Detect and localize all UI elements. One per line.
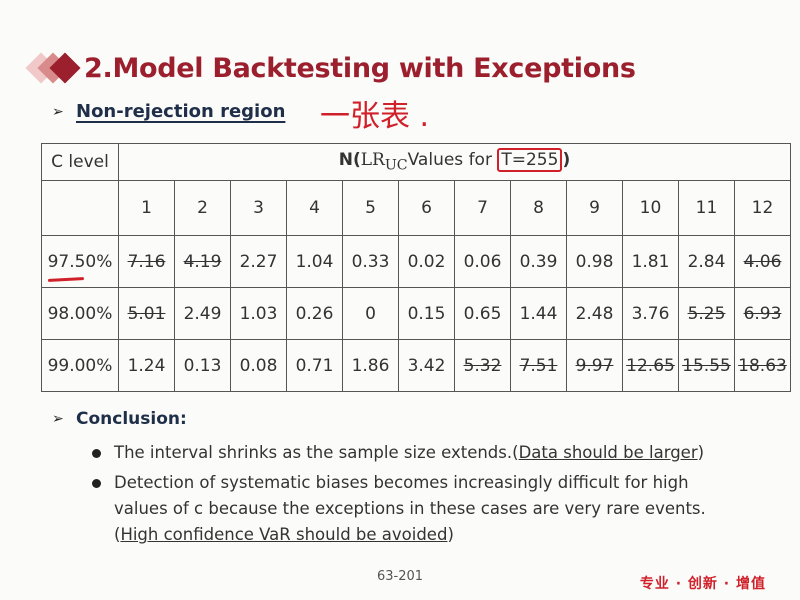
column-number: 10 (622, 180, 679, 236)
column-number: 5 (342, 180, 399, 236)
conclusion-heading: ➢ Conclusion: (52, 409, 187, 429)
table-cell: 4.19 (174, 235, 231, 288)
clevel-label: 97.50% (41, 235, 119, 288)
slide-title: 2.Model Backtesting with Exceptions (84, 52, 636, 84)
clevel-header: C level (41, 143, 119, 181)
table-row: 97.50% 7.16 4.19 2.27 1.04 0.33 0.02 0.06 0.39 0.… (41, 235, 791, 288)
table-cell: 1.86 (342, 339, 399, 392)
table-cell: 1.04 (286, 235, 343, 288)
table-cell: 3.42 (398, 339, 455, 392)
conclusion-item: Detection of systematic biases becomes i… (92, 470, 732, 548)
table-cell: 5.01 (118, 287, 175, 340)
table-cell: 4.06 (734, 235, 791, 288)
column-number: 1 (118, 180, 175, 236)
subheading-text: Non-rejection region (76, 101, 286, 122)
page-number: 63-201 (376, 569, 424, 584)
clevel-label: 99.00% (41, 339, 119, 392)
table-cell: 0.08 (230, 339, 287, 392)
title-diamond-icon (25, 46, 82, 90)
table-cell: 7.16 (118, 235, 175, 288)
table-cell: 0 (342, 287, 399, 340)
slide-title-block: 2.Model Backtesting with Exceptions (25, 46, 636, 90)
table-cell: 1.24 (118, 339, 175, 392)
column-number-row: 1 2 3 4 5 6 7 8 9 10 11 12 (41, 180, 791, 236)
column-number: 8 (510, 180, 567, 236)
handwritten-annotation: 一张表 . (320, 99, 429, 134)
table-cell: 0.06 (454, 235, 511, 288)
table-cell: 7.51 (510, 339, 567, 392)
table-cell: 0.98 (566, 235, 623, 288)
table-cell: 0.15 (398, 287, 455, 340)
table-cell: 3.76 (622, 287, 679, 340)
clevel-label: 98.00% (41, 287, 119, 340)
table-cell: 0.39 (510, 235, 567, 288)
arrow-bullet-icon: ➢ (52, 103, 64, 120)
bullet-dot-icon (92, 449, 101, 458)
column-number: 12 (734, 180, 791, 236)
column-number: 3 (230, 180, 287, 236)
conclusion-list: The interval shrinks as the sample size … (92, 440, 732, 552)
conclusion-item: The interval shrinks as the sample size … (92, 440, 732, 466)
table-cell: 15.55 (678, 339, 735, 392)
column-number: 6 (398, 180, 455, 236)
table-cell: 5.25 (678, 287, 735, 340)
handwritten-underline-mark (47, 277, 85, 282)
table-cell: 1.44 (510, 287, 567, 340)
table-cell: 6.93 (734, 287, 791, 340)
table-cell: 1.03 (230, 287, 287, 340)
subheading: ➢ Non-rejection region (52, 101, 285, 122)
brand-slogan: 专业 · 创新 · 增值 (639, 576, 766, 592)
table-row: 98.00% 5.01 2.49 1.03 0.26 0 0.15 0.65 1.44 2.48 3… (41, 287, 791, 340)
table-cell: 0.33 (342, 235, 399, 288)
table-cell: 0.26 (286, 287, 343, 340)
table-cell: 0.02 (398, 235, 455, 288)
table-cell: 0.65 (454, 287, 511, 340)
svg-text:一张表 .: 一张表 . (320, 99, 429, 134)
column-number: 7 (454, 180, 511, 236)
column-number: 9 (566, 180, 623, 236)
table-cell: 2.48 (566, 287, 623, 340)
table-cell: 0.71 (286, 339, 343, 392)
table-cell: 9.97 (566, 339, 623, 392)
column-number: 2 (174, 180, 231, 236)
bullet-dot-icon (92, 479, 101, 488)
n-values-header: N(LRUCValues for T=255) (118, 143, 791, 181)
arrow-bullet-icon: ➢ (52, 411, 64, 427)
table-header-row: C level N(LRUCValues for T=255) (41, 143, 791, 181)
table-cell: 2.84 (678, 235, 735, 288)
empty-corner-cell (41, 180, 119, 236)
column-number: 11 (678, 180, 735, 236)
table-cell: 2.27 (230, 235, 287, 288)
table-cell: 2.49 (174, 287, 231, 340)
table-cell: 0.13 (174, 339, 231, 392)
table-cell: 18.63 (734, 339, 791, 392)
table-cell: 1.81 (622, 235, 679, 288)
table-cell: 12.65 (622, 339, 679, 392)
table-row: 99.00% 1.24 0.13 0.08 0.71 1.86 3.42 5.32 7.51 9.… (41, 339, 791, 392)
table-cell: 5.32 (454, 339, 511, 392)
column-number: 4 (286, 180, 343, 236)
